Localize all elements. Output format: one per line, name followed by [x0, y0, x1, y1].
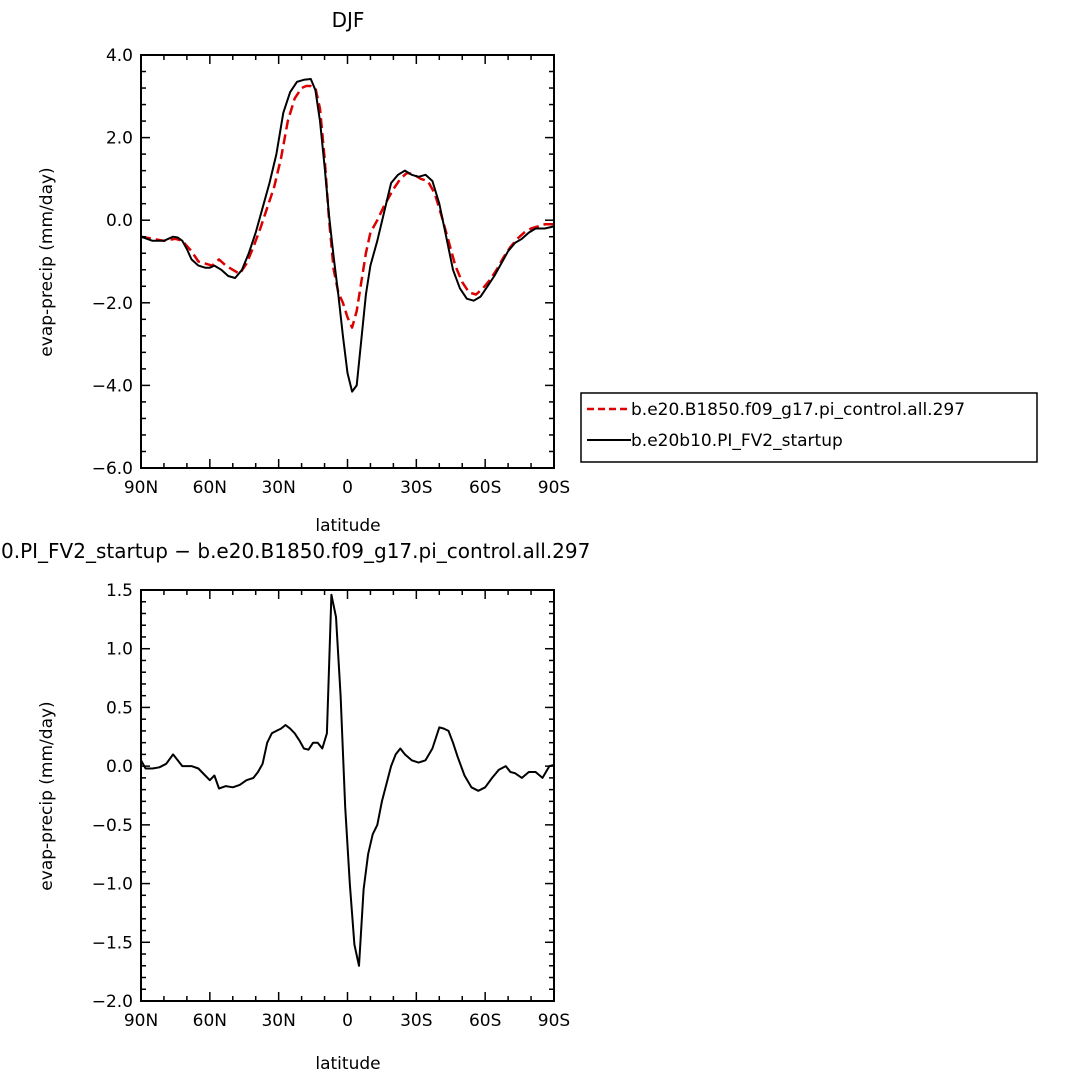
title: 0.PI_FV2_startup − b.e20.B1850.f09_g17.p…	[1, 539, 590, 563]
legend-entry-0: b.e20.B1850.f09_g17.pi_control.all.297	[631, 400, 965, 420]
x-tick-label: 90N	[124, 478, 158, 498]
x-tick-label: 60N	[193, 478, 227, 498]
y-tick-label: 4.0	[106, 46, 133, 66]
legend: b.e20.B1850.f09_g17.pi_control.all.297 b…	[580, 392, 1038, 463]
y-tick-label: −2.0	[92, 992, 133, 1012]
y-tick-label: 1.5	[106, 581, 133, 601]
x-axis-label: latitude	[315, 516, 380, 536]
x-tick-label: 30S	[400, 1011, 432, 1031]
y-axis-label: evap-precip (mm/day)	[37, 701, 57, 890]
y-tick-label: −1.0	[92, 875, 133, 895]
x-tick-label: 0	[342, 1011, 353, 1031]
panel-top: DJF 90N 60N 30N 0 30S 60S 90S 4.0 2.0 0.0 −2.0 −4.0…	[37, 8, 570, 536]
panel-bottom: 0.PI_FV2_startup − b.e20.B1850.f09_g17.p…	[1, 539, 590, 1074]
y-tick-label: 0.0	[106, 757, 133, 777]
y-tick-label: −0.5	[92, 816, 133, 836]
x-tick-label: 60S	[469, 478, 501, 498]
y-tick-label: −4.0	[92, 376, 133, 396]
x-tick-label: 0	[342, 478, 353, 498]
y-tick-label: −1.5	[92, 933, 133, 953]
x-tick-label: 60N	[193, 1011, 227, 1031]
plot-frame	[140, 589, 555, 1002]
x-tick-label: 90S	[538, 478, 570, 498]
y-tick-label: 0.5	[106, 698, 133, 718]
x-tick-label: 90N	[124, 1011, 158, 1031]
y-tick-label: 1.0	[106, 640, 133, 660]
y-axis-label: evap-precip (mm/day)	[37, 167, 57, 356]
x-tick-label: 30N	[261, 1011, 295, 1031]
series-line-1	[140, 78, 555, 393]
series-line-0	[140, 593, 555, 967]
y-tick-label: 2.0	[106, 129, 133, 149]
x-tick-label: 30S	[400, 478, 432, 498]
legend-entry-1: b.e20b10.PI_FV2_startup	[631, 431, 843, 451]
y-tick-label: 0.0	[106, 211, 133, 231]
plot-frame	[140, 54, 555, 469]
x-tick-label: 90S	[538, 1011, 570, 1031]
y-tick-label: −6.0	[92, 459, 133, 479]
y-tick-label: −2.0	[92, 294, 133, 314]
series-line-0	[140, 84, 554, 329]
x-axis-label: latitude	[315, 1054, 380, 1074]
legend-box	[580, 392, 1038, 463]
x-tick-label: 30N	[261, 478, 295, 498]
x-tick-label: 60S	[469, 1011, 501, 1031]
title: DJF	[332, 8, 365, 32]
